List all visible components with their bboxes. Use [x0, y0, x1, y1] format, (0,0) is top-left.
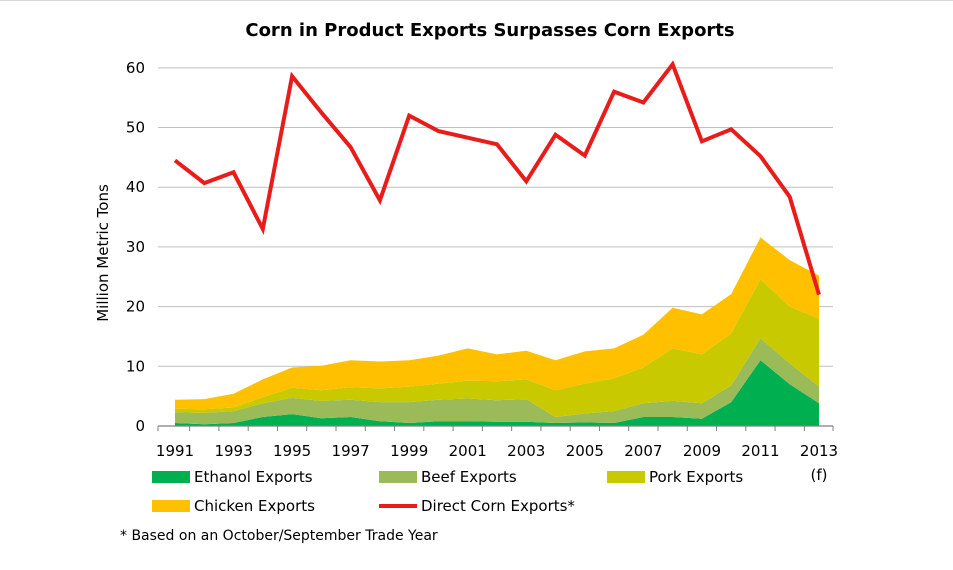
legend-item-ethanol: Ethanol Exports	[152, 468, 313, 486]
legend-label-beef: Beef Exports	[421, 468, 517, 486]
legend-swatch-corn	[379, 504, 417, 508]
y-tick-label: 10	[126, 357, 145, 375]
line-series-1	[173, 60, 821, 296]
x-axis-ticks: 1991 1993 1995 1997 1999 2001 2003 2005 2007 2009…	[156, 442, 838, 484]
area-series-3	[175, 279, 819, 417]
y-tick-label: 20	[126, 298, 145, 316]
legend-item-corn: Direct Corn Exports*	[379, 497, 575, 515]
x-tick-forecast-note: (f)	[811, 466, 828, 484]
legend-item-chicken: Chicken Exports	[152, 497, 315, 515]
line-series	[173, 60, 821, 296]
legend-swatch-ethanol	[152, 471, 190, 483]
legend-swatch-pork	[607, 471, 645, 483]
y-tick-label: 50	[126, 119, 145, 137]
area-series-1	[175, 360, 819, 426]
legend-label-ethanol: Ethanol Exports	[194, 468, 313, 486]
footnote: * Based on an October/September Trade Ye…	[120, 528, 438, 544]
legend-label-corn: Direct Corn Exports*	[421, 497, 575, 515]
y-tick-label: 40	[126, 178, 145, 196]
x-axis	[157, 425, 834, 431]
y-axis-ticks: 0 10 20 30 40 50 60	[126, 59, 145, 435]
chart-title: Corn in Product Exports Surpasses Corn E…	[245, 20, 734, 41]
legend-item-beef: Beef Exports	[379, 468, 517, 486]
legend-label-pork: Pork Exports	[649, 468, 744, 486]
y-axis-label: Million Metric Tons	[94, 184, 112, 322]
stacked-areas	[175, 237, 819, 426]
x-tick-label: 2011	[741, 442, 779, 460]
x-tick-label: 1999	[390, 442, 428, 460]
y-tick-label: 30	[126, 238, 145, 256]
legend-swatch-chicken	[152, 500, 190, 512]
legend-item-pork: Pork Exports	[607, 468, 743, 486]
area-series-4	[175, 237, 819, 410]
x-tick-label: 1997	[332, 442, 370, 460]
y-tick-label: 60	[126, 59, 145, 77]
chart: Corn in Product Exports Surpasses Corn E…	[94, 20, 838, 484]
top-border	[0, 0, 953, 1]
legend-label-chicken: Chicken Exports	[194, 497, 315, 515]
y-tick-label: 0	[135, 417, 145, 435]
x-tick-label: 1993	[214, 442, 252, 460]
x-tick-label: 2005	[566, 442, 604, 460]
x-tick-label: 2009	[683, 442, 721, 460]
legend-swatch-beef	[379, 471, 417, 483]
x-tick-label: 2003	[507, 442, 545, 460]
x-tick-label: 1995	[273, 442, 311, 460]
x-tick-label: 1991	[156, 442, 194, 460]
x-tick-label: 2001	[449, 442, 487, 460]
area-series-2	[175, 338, 819, 425]
x-tick-label: 2013	[800, 442, 838, 460]
x-tick-label: 2007	[624, 442, 662, 460]
